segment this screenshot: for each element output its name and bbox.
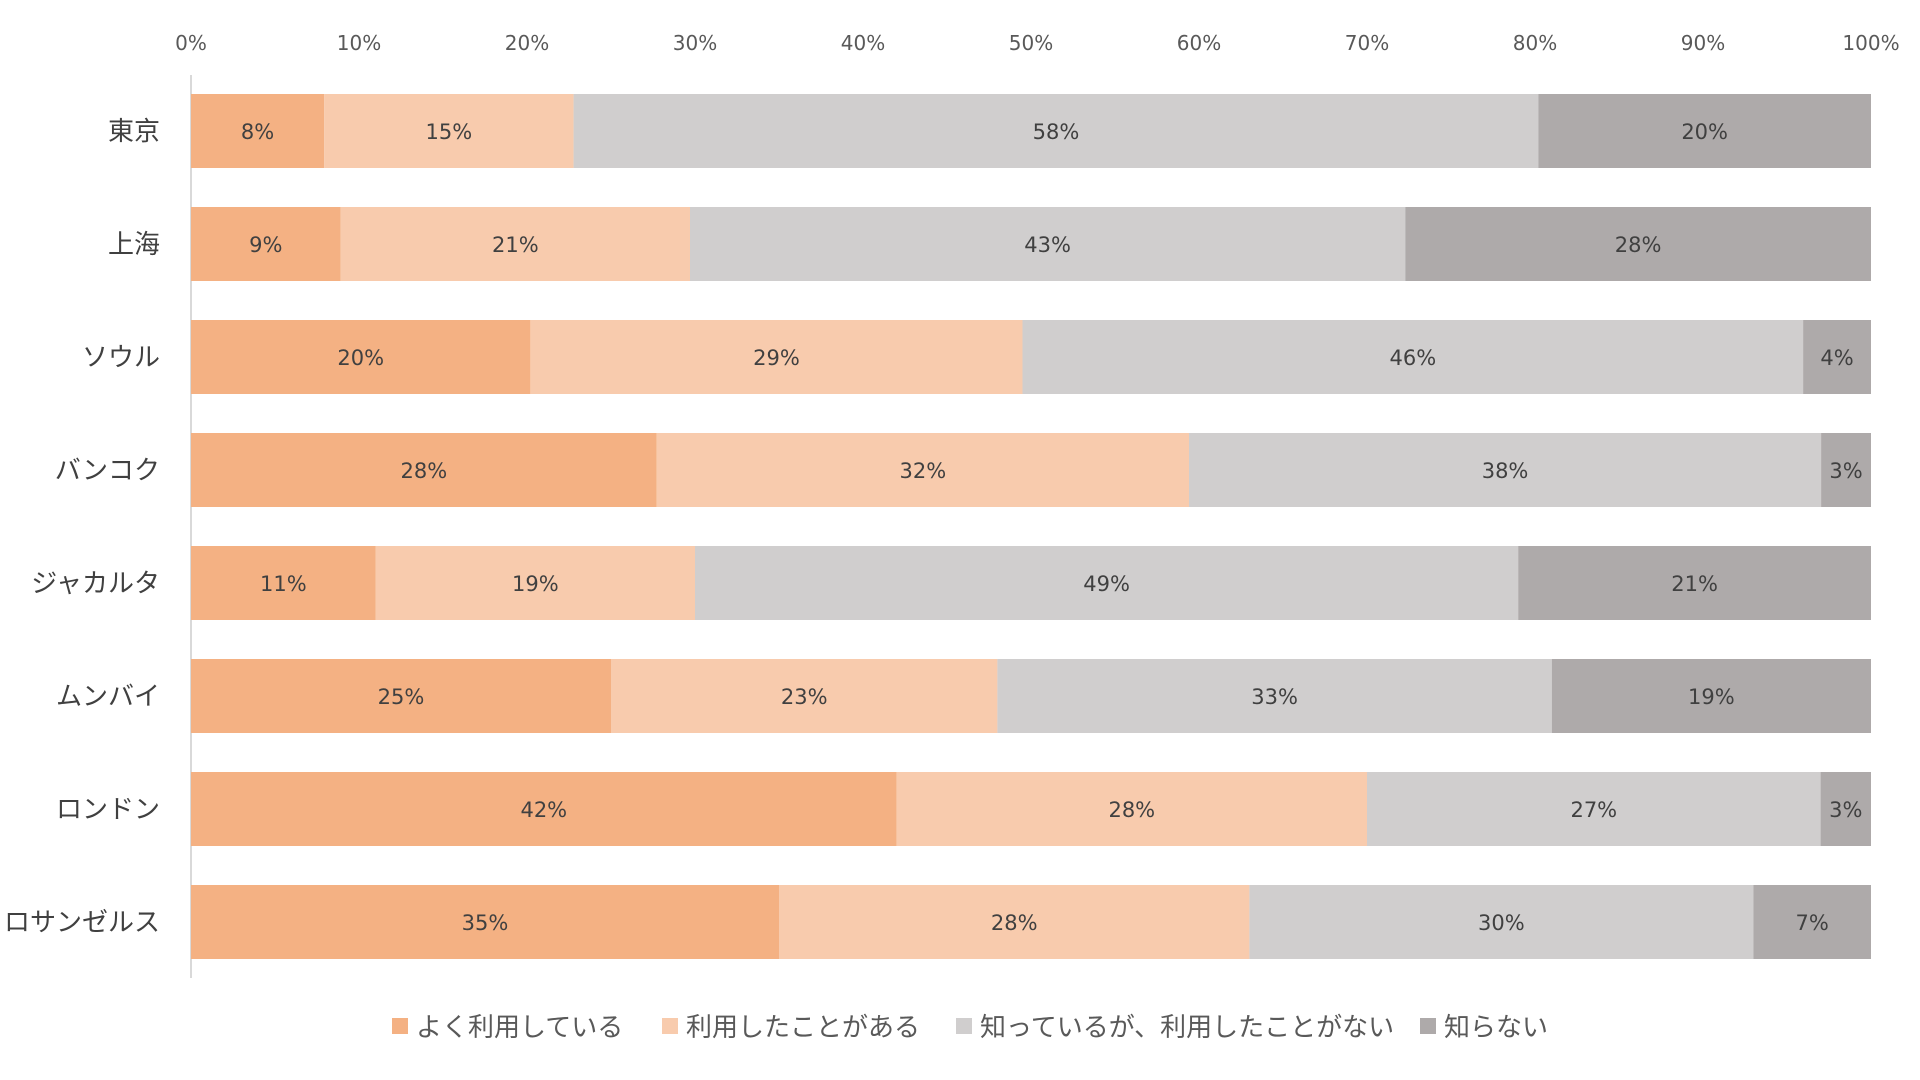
bar-segment bbox=[1367, 772, 1821, 846]
bar-segment bbox=[896, 772, 1367, 846]
bar-segment bbox=[1538, 94, 1871, 168]
data-label: 23% bbox=[781, 685, 828, 709]
bar-segment bbox=[997, 659, 1552, 733]
x-tick-label: 40% bbox=[841, 31, 885, 55]
bar-segment bbox=[1820, 772, 1871, 846]
x-tick-label: 70% bbox=[1345, 31, 1389, 55]
data-label: 58% bbox=[1033, 120, 1080, 144]
bar-segment bbox=[573, 94, 1539, 168]
bar-segment bbox=[1551, 659, 1871, 733]
bar-segment bbox=[656, 433, 1190, 507]
data-label: 15% bbox=[425, 120, 472, 144]
data-label: 25% bbox=[378, 685, 425, 709]
legend-swatch bbox=[662, 1018, 678, 1034]
category-label: ソウル bbox=[82, 343, 160, 373]
bar-segment bbox=[1189, 433, 1822, 507]
bar-segment bbox=[191, 94, 325, 168]
legend-swatch bbox=[1420, 1018, 1436, 1034]
bar-segment bbox=[690, 207, 1406, 281]
x-tick-label: 30% bbox=[673, 31, 717, 55]
bar-segment bbox=[324, 94, 574, 168]
bar-segment bbox=[1821, 433, 1871, 507]
legend-label: 知っているが、利用したことがない bbox=[980, 1013, 1394, 1043]
data-label: 7% bbox=[1796, 911, 1829, 935]
data-label: 21% bbox=[492, 233, 539, 257]
data-label: 9% bbox=[249, 233, 282, 257]
legend-label: よく利用している bbox=[416, 1013, 623, 1043]
category-label: ジャカルタ bbox=[31, 569, 160, 599]
data-label: 11% bbox=[260, 572, 307, 596]
category-label: ムンバイ bbox=[56, 682, 160, 712]
category-label: バンコク bbox=[55, 456, 160, 486]
data-label: 29% bbox=[753, 346, 800, 370]
data-label: 42% bbox=[520, 798, 567, 822]
data-label: 43% bbox=[1024, 233, 1071, 257]
bar-segment bbox=[530, 320, 1023, 394]
bar-segment bbox=[191, 772, 897, 846]
data-label: 30% bbox=[1478, 911, 1525, 935]
x-tick-label: 100% bbox=[1842, 31, 1899, 55]
legend-label: 知らない bbox=[1444, 1013, 1548, 1043]
bar-segment bbox=[1803, 320, 1871, 394]
data-label: 35% bbox=[462, 911, 509, 935]
category-label: 東京 bbox=[108, 117, 160, 147]
bar-segment bbox=[1405, 207, 1871, 281]
x-tick-label: 90% bbox=[1681, 31, 1725, 55]
data-label: 20% bbox=[1681, 120, 1728, 144]
x-tick-label: 60% bbox=[1177, 31, 1221, 55]
data-label: 19% bbox=[1688, 685, 1735, 709]
legend-swatch bbox=[956, 1018, 972, 1034]
bar-segment bbox=[191, 546, 376, 620]
bar-segment bbox=[375, 546, 695, 620]
data-label: 3% bbox=[1829, 459, 1862, 483]
data-label: 8% bbox=[241, 120, 274, 144]
data-label: 28% bbox=[401, 459, 448, 483]
data-label: 28% bbox=[1615, 233, 1662, 257]
bar-segment bbox=[1753, 885, 1871, 959]
category-label: ロンドン bbox=[56, 795, 160, 825]
bar-segment bbox=[191, 320, 531, 394]
data-label: 19% bbox=[512, 572, 559, 596]
data-label: 38% bbox=[1482, 459, 1529, 483]
data-label: 33% bbox=[1251, 685, 1298, 709]
x-tick-label: 10% bbox=[337, 31, 381, 55]
bar-segment bbox=[779, 885, 1250, 959]
bar-segment bbox=[1022, 320, 1804, 394]
data-label: 27% bbox=[1570, 798, 1617, 822]
bar-segment bbox=[1518, 546, 1871, 620]
data-label: 28% bbox=[991, 911, 1038, 935]
bar-segment bbox=[611, 659, 998, 733]
category-label: ロサンゼルス bbox=[4, 908, 160, 938]
data-label: 20% bbox=[337, 346, 384, 370]
bar-segment bbox=[191, 659, 611, 733]
legend-swatch bbox=[392, 1018, 408, 1034]
data-label: 28% bbox=[1108, 798, 1155, 822]
bar-segment bbox=[191, 207, 341, 281]
bar-segment bbox=[695, 546, 1519, 620]
data-label: 32% bbox=[900, 459, 947, 483]
legend-label: 利用したことがある bbox=[686, 1013, 920, 1043]
x-tick-label: 50% bbox=[1009, 31, 1053, 55]
data-label: 46% bbox=[1389, 346, 1436, 370]
data-label: 49% bbox=[1083, 572, 1130, 596]
x-tick-label: 80% bbox=[1513, 31, 1557, 55]
bar-segment bbox=[340, 207, 691, 281]
x-tick-label: 20% bbox=[505, 31, 549, 55]
x-tick-label: 0% bbox=[175, 31, 207, 55]
data-label: 3% bbox=[1829, 798, 1862, 822]
bar-segment bbox=[191, 433, 657, 507]
data-label: 4% bbox=[1820, 346, 1853, 370]
category-label: 上海 bbox=[108, 230, 160, 260]
data-label: 21% bbox=[1671, 572, 1718, 596]
bar-segment bbox=[191, 885, 779, 959]
bar-segment bbox=[1249, 885, 1754, 959]
